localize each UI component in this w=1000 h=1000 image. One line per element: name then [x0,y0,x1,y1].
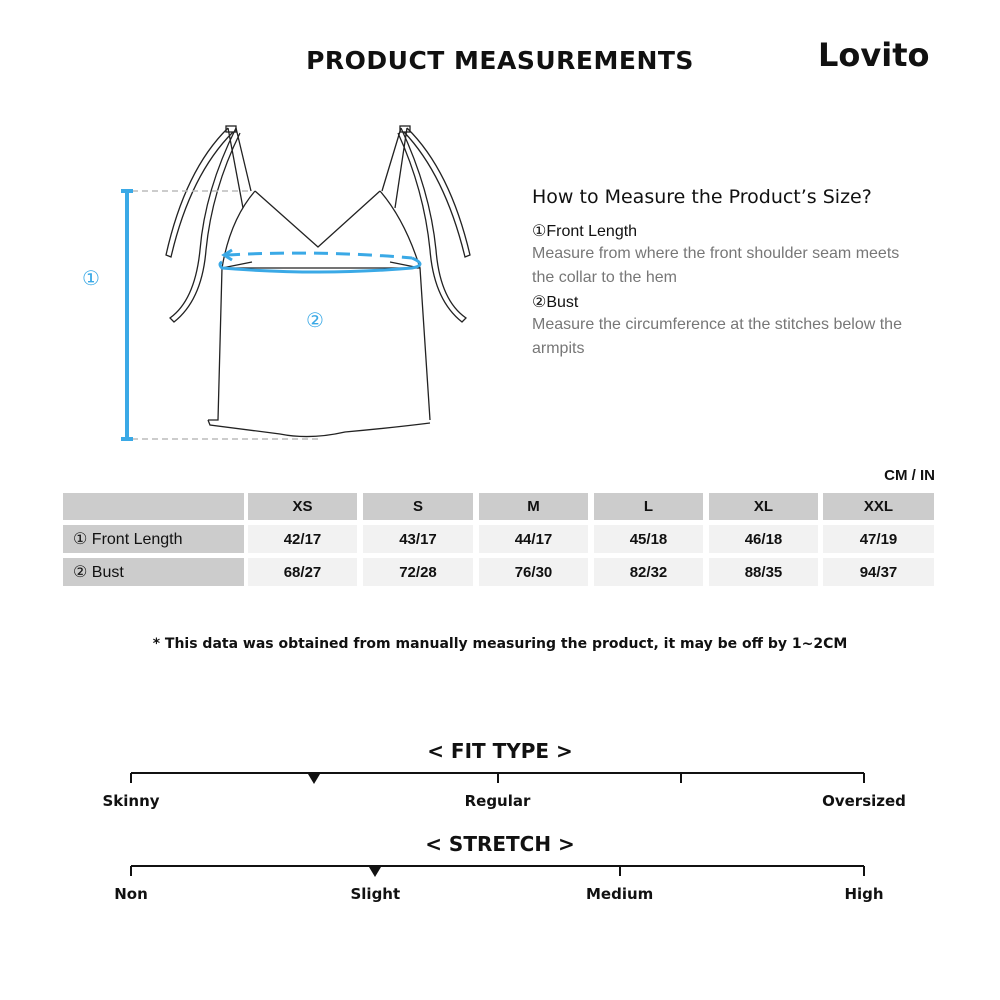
measurement-note: * This data was obtained from manually m… [152,636,848,652]
stretch-title: < STRETCH > [425,832,575,856]
unit-label: CM / IN [884,467,935,484]
row-label: ② Bust [63,558,244,586]
fit-type-title: < FIT TYPE > [427,739,573,763]
scale-label: Non [114,885,148,903]
scale-tick [130,773,132,783]
scale-label: Medium [586,885,654,903]
table-cell: 44/17 [479,525,588,553]
table-cell: 42/17 [248,525,357,553]
size-header: XS [248,493,357,520]
scale-tick [496,773,499,783]
size-header: XL [709,493,818,520]
stretch-scale [131,865,864,867]
scale-label: Slight [350,885,401,903]
row-label: ① Front Length [63,525,244,553]
table-cell: 68/27 [248,558,357,586]
guide-lines [132,190,318,440]
table-cell: 88/35 [709,558,818,586]
table-cell: 46/18 [709,525,818,553]
scale-label: Oversized [822,792,906,810]
scale-label: Regular [464,792,531,810]
scale-tick [130,866,132,876]
size-header: M [479,493,588,520]
table-cell: 94/37 [823,558,934,586]
guide-bust-heading: ②Bust [532,294,579,311]
scale-label: High [844,885,884,903]
scale-label: Skinny [102,792,160,810]
guide-front-length-description: Measure from where the front shoulder se… [532,245,900,286]
garment-illustration [121,125,471,441]
bust-measure-ellipse [218,248,422,274]
front-length-measure-line [121,189,133,441]
scale-tick [863,773,865,783]
scale-level-marker [369,867,382,877]
size-header: S [363,493,473,520]
page-title: PRODUCT MEASUREMENTS [306,46,694,75]
brand-logo: Lovito [818,36,930,74]
table-cell: 45/18 [594,525,703,553]
table-cell: 47/19 [823,525,934,553]
bust-marker: ② [306,310,324,332]
size-header: L [594,493,703,520]
table-cell: 76/30 [479,558,588,586]
table-cell: 72/28 [363,558,473,586]
table-corner-cell [63,493,244,520]
table-cell: 43/17 [363,525,473,553]
garment-outline [165,125,471,438]
front-length-marker: ① [82,268,100,290]
guide-title: How to Measure the Product’s Size? [532,186,872,208]
scale-tick [618,866,621,876]
guide-bust-description: Measure the circumference at the stitche… [532,316,902,357]
table-cell: 82/32 [594,558,703,586]
scale-tick [679,773,682,783]
size-header: XXL [823,493,934,520]
guide-front-length-heading: ①Front Length [532,223,638,240]
scale-level-marker [308,774,321,784]
scale-tick [863,866,865,876]
